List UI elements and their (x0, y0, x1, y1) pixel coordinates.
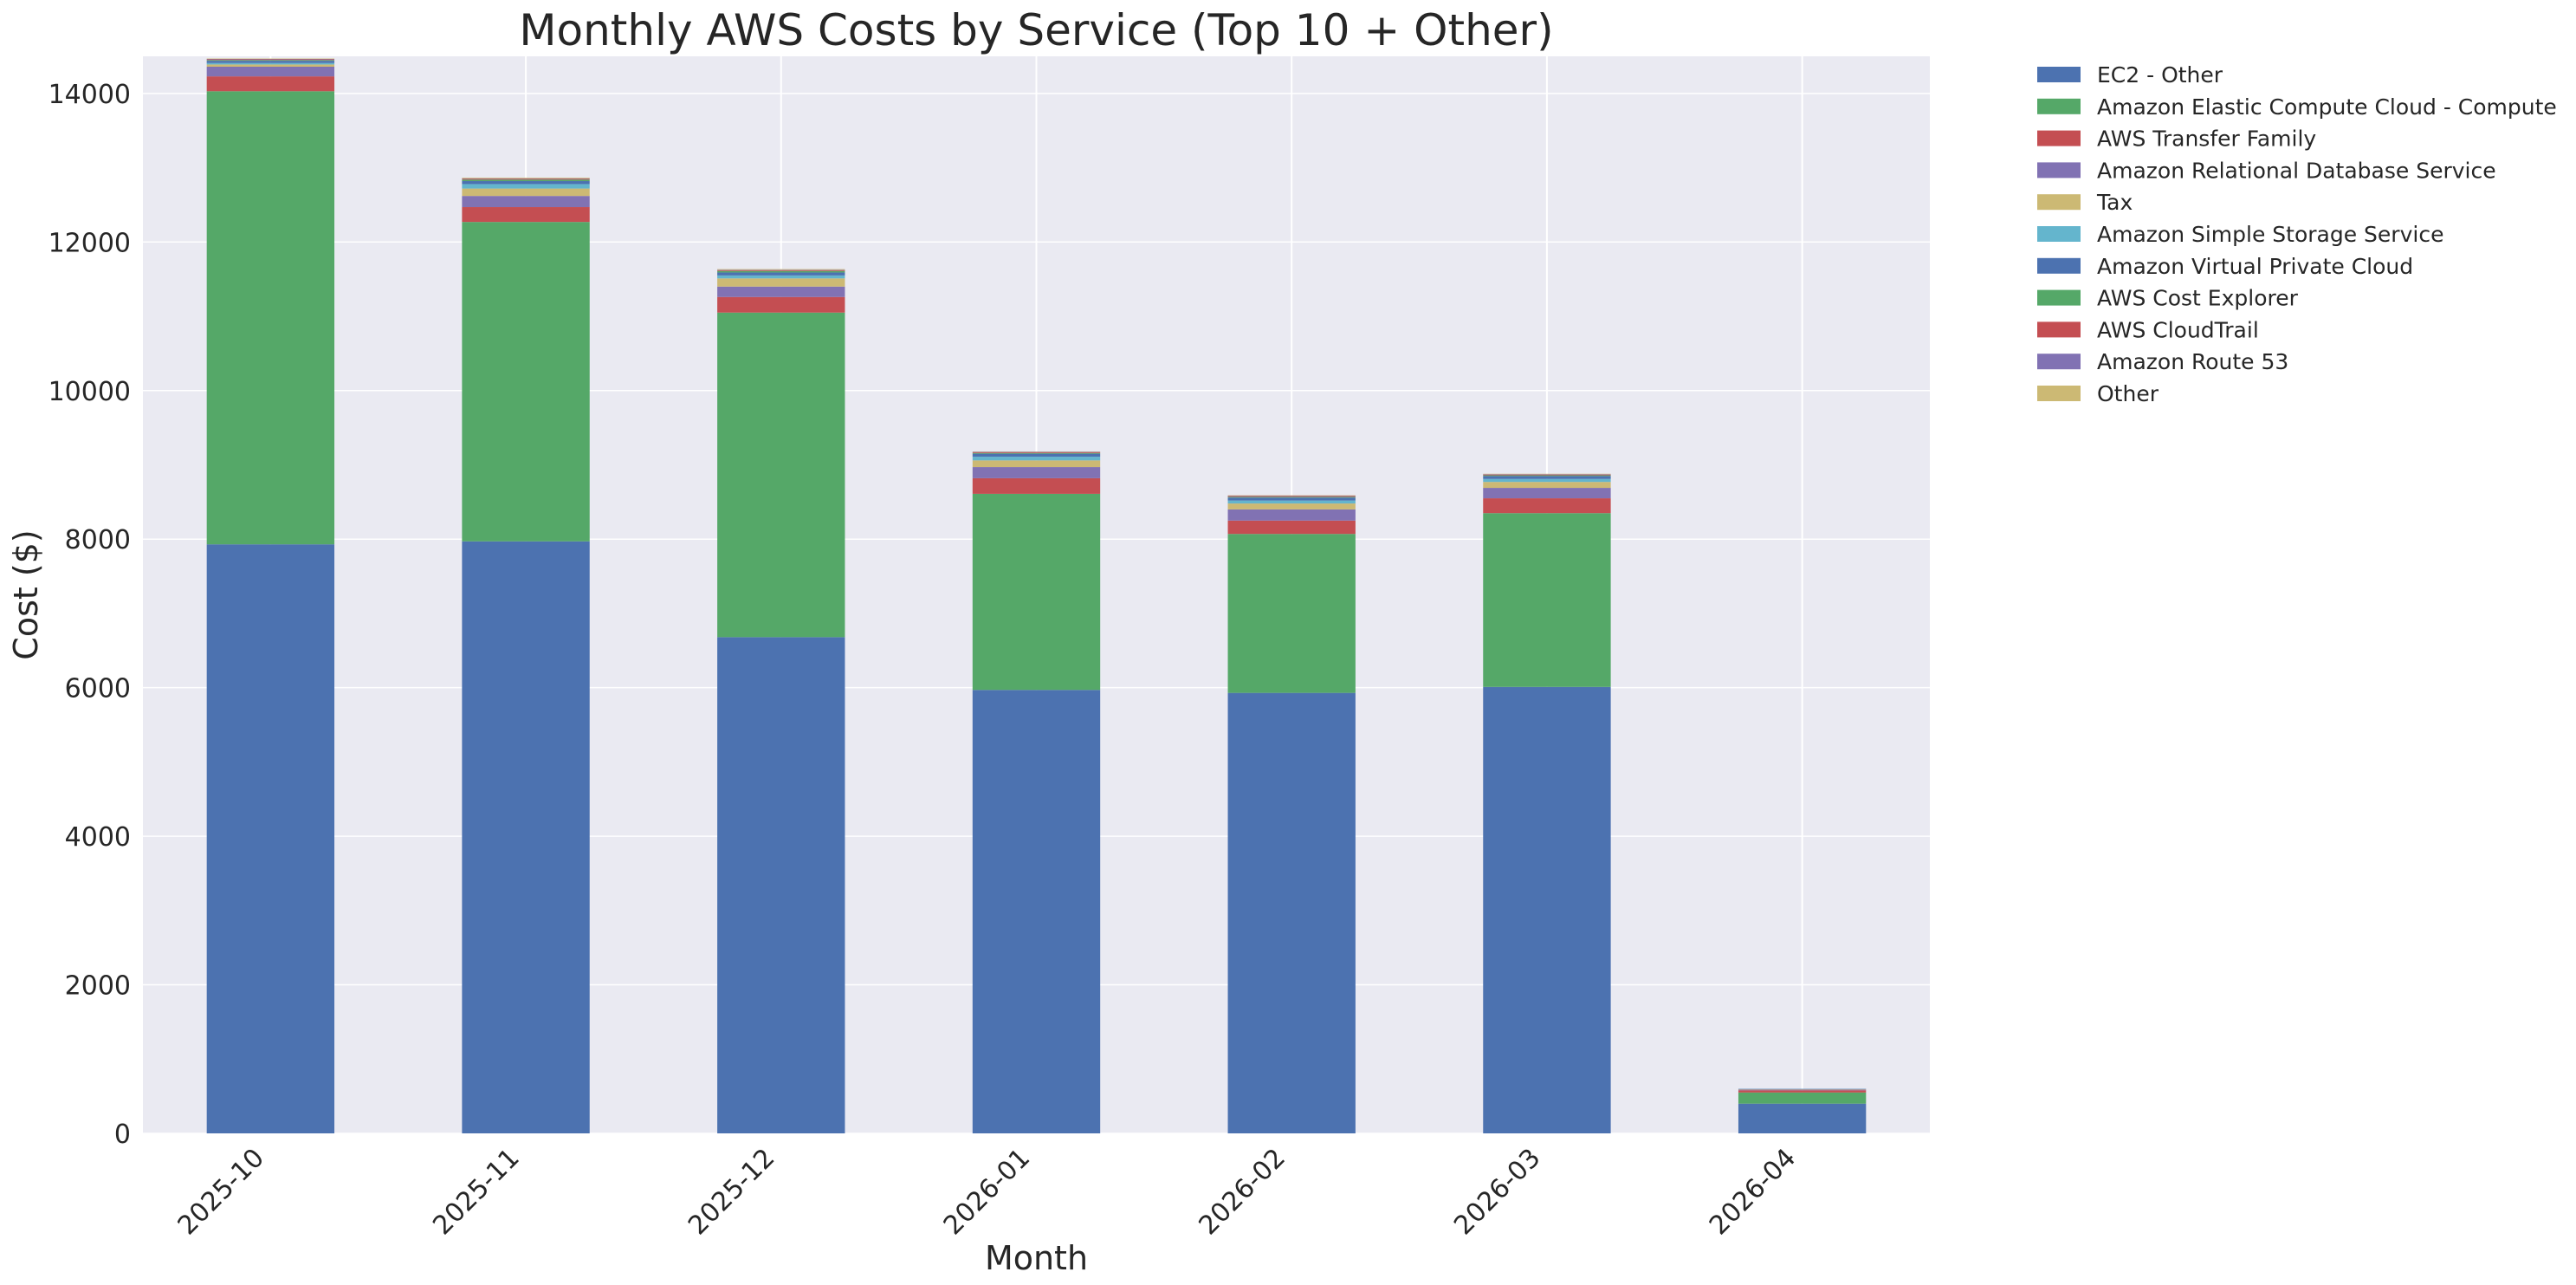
bar-segment (462, 222, 590, 542)
bar-segment (206, 76, 335, 92)
bar-segment (1483, 474, 1611, 476)
y-tick-label: 8000 (65, 525, 131, 555)
bar-segment (1227, 500, 1356, 504)
bar-segment (972, 451, 1101, 453)
bar-segment (1738, 1092, 1867, 1104)
legend-label: Amazon Relational Database Service (2097, 158, 2496, 183)
legend-label: Tax (2096, 190, 2133, 215)
bar-segment (1227, 534, 1356, 693)
bar-segment (972, 493, 1101, 691)
bar-segment (1227, 503, 1356, 509)
bar-segment (1483, 476, 1611, 479)
legend-swatch (2037, 257, 2081, 274)
y-tick-label: 0 (114, 1120, 131, 1150)
bar-segment (1483, 478, 1611, 483)
bar-segment (972, 467, 1101, 478)
legend-swatch (2037, 162, 2081, 178)
bar-segment (206, 91, 335, 545)
legend-label: AWS Cost Explorer (2097, 286, 2299, 311)
bar-segment (1738, 1090, 1867, 1093)
y-tick-label: 14000 (49, 80, 131, 110)
legend-label: Amazon Simple Storage Service (2097, 222, 2443, 247)
bar-segment (1227, 692, 1356, 1133)
y-tick-label: 6000 (65, 674, 131, 704)
bar-segment (717, 312, 845, 638)
bar-segment (206, 544, 335, 1133)
bar-segment (1738, 1089, 1867, 1091)
bar-segment (972, 477, 1101, 494)
y-tick-label: 12000 (49, 228, 131, 258)
bar-segment (206, 67, 335, 77)
bar-segment (717, 637, 845, 1133)
legend: EC2 - Other Amazon Elastic Compute Cloud … (2037, 62, 2557, 406)
y-axis-ticks: 0 2000 4000 6000 8000 10000 12000 14000 (49, 80, 131, 1150)
bar-segment (206, 64, 335, 68)
bar-segment (717, 296, 845, 313)
legend-swatch (2037, 194, 2081, 211)
bar-segment (462, 196, 590, 208)
bar-segment (717, 286, 845, 297)
bar-segment (972, 457, 1101, 461)
bar-segment (717, 272, 845, 276)
bar-segment (972, 690, 1101, 1133)
legend-label: Amazon Virtual Private Cloud (2097, 254, 2413, 279)
bar-segment (1227, 509, 1356, 521)
bar-segment (717, 275, 845, 279)
bar-segment (206, 62, 335, 65)
legend-label: Amazon Route 53 (2097, 349, 2288, 374)
bar-segment (462, 178, 590, 180)
bar-segment (206, 60, 335, 62)
bar-segment (1483, 475, 1611, 477)
bar-segment (1227, 496, 1356, 498)
bar-segment (1483, 482, 1611, 489)
legend-swatch (2037, 98, 2081, 114)
bar-segment (1738, 1103, 1867, 1133)
y-tick-label: 2000 (65, 971, 131, 1002)
bar-segment (717, 270, 845, 273)
y-axis-label: Cost ($) (7, 529, 45, 659)
legend-swatch (2037, 130, 2081, 146)
legend-label: Amazon Elastic Compute Cloud - Compute (2097, 94, 2557, 120)
bar-segment (462, 541, 590, 1133)
legend-label: AWS CloudTrail (2097, 317, 2259, 342)
bar-segment (1227, 497, 1356, 501)
bar-segment (462, 181, 590, 185)
legend-swatch (2037, 226, 2081, 242)
x-axis-label: Month (985, 1239, 1088, 1277)
y-tick-label: 10000 (49, 377, 131, 407)
bar-segment (972, 452, 1101, 454)
bars (206, 58, 1867, 1133)
bar-segment (717, 278, 845, 287)
legend-swatch (2037, 321, 2081, 338)
bar-segment (1483, 686, 1611, 1133)
bar-segment (717, 269, 845, 270)
legend-swatch (2037, 67, 2081, 82)
bar-segment (1227, 520, 1356, 535)
bar-segment (1483, 513, 1611, 687)
bar-segment (717, 269, 845, 271)
legend-label: Other (2097, 381, 2159, 406)
bar-segment (462, 207, 590, 223)
legend-swatch (2037, 386, 2081, 401)
bar-segment (1483, 498, 1611, 514)
bar-segment (462, 184, 590, 189)
legend-swatch (2037, 354, 2081, 370)
legend-label: AWS Transfer Family (2097, 127, 2316, 152)
chart-title: Monthly AWS Costs by Service (Top 10 + O… (519, 5, 1553, 55)
bar-segment (206, 61, 335, 63)
bar-segment (972, 453, 1101, 458)
legend-label: EC2 - Other (2097, 62, 2223, 88)
bar-segment (972, 460, 1101, 468)
bar-segment (206, 59, 335, 61)
bar-segment (462, 179, 590, 182)
bar-segment (462, 188, 590, 197)
y-tick-label: 4000 (65, 822, 131, 853)
bar-segment (1483, 488, 1611, 499)
legend-swatch (2037, 289, 2081, 306)
